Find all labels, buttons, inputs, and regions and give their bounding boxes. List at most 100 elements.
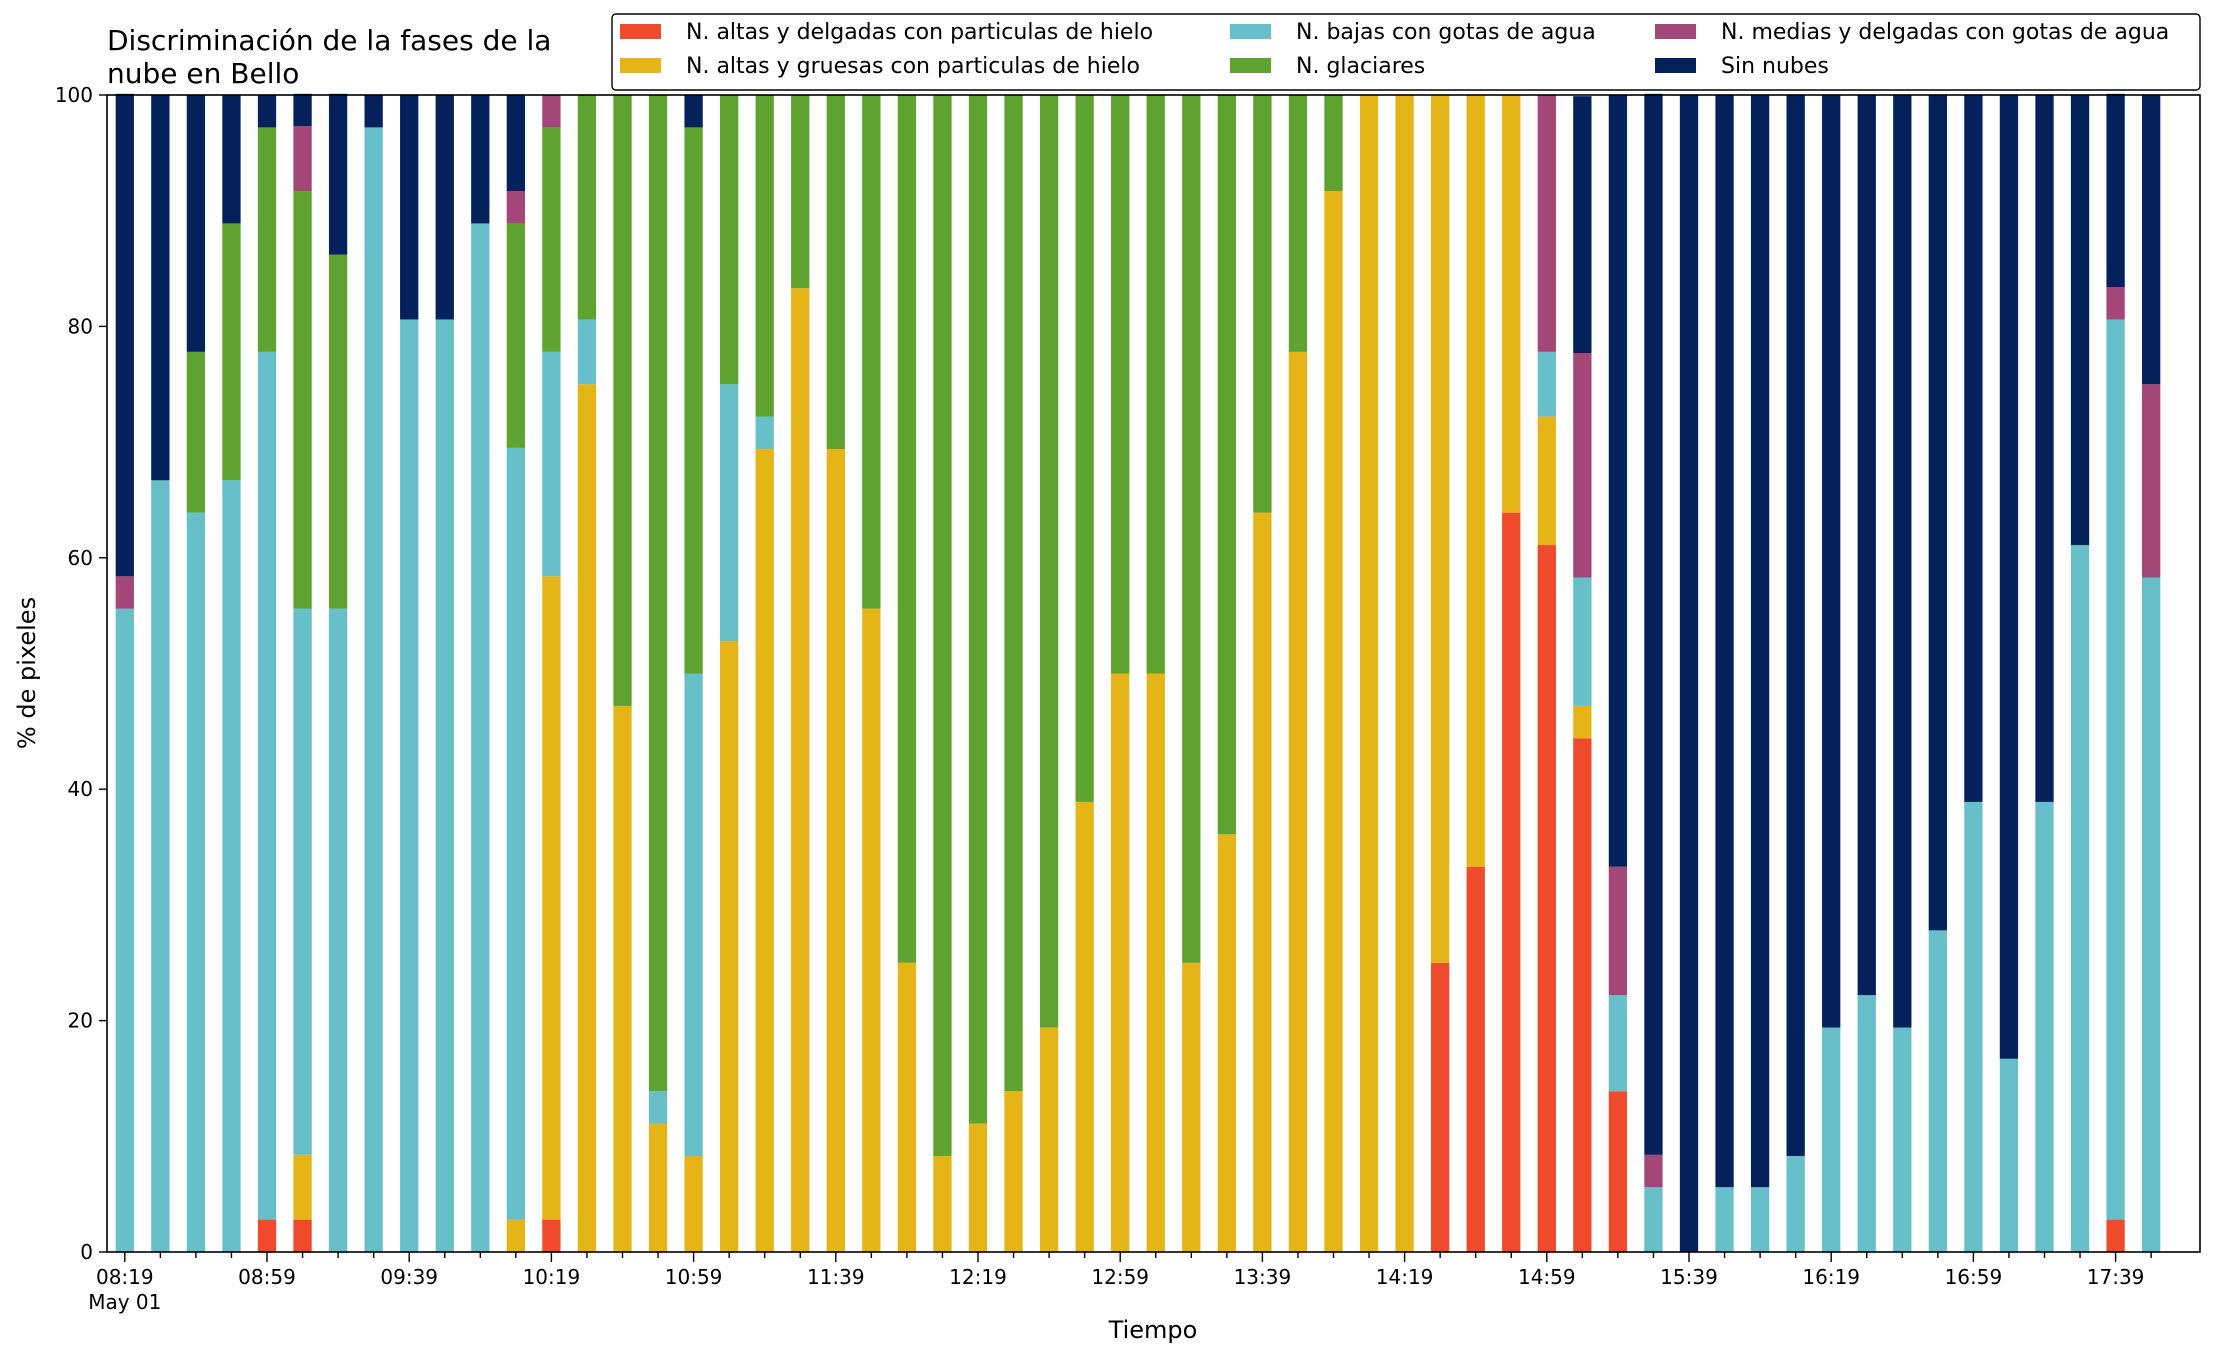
- bar-segment-1109-s3: [720, 95, 739, 385]
- bar-segment-1009-s3: [506, 223, 525, 448]
- bar-segment-1029-s1: [577, 384, 597, 1252]
- x-tick-label: 12:19: [949, 1265, 1007, 1289]
- bar-segment-0919-s2: [328, 608, 348, 1252]
- bar-segment-1409-s1: [1359, 95, 1379, 1252]
- bar-segment-1059-s3: [684, 127, 703, 674]
- bar-segment-1009-s4: [506, 191, 525, 224]
- legend-swatch: [620, 24, 661, 39]
- bar-segment-1709-s5: [1999, 95, 2019, 1059]
- bar-segment-1629-s5: [1857, 95, 1876, 996]
- bar-segment-1319-s3: [1182, 95, 1201, 963]
- bar-segment-1649-s5: [1928, 95, 1947, 931]
- bar-segment-1509-s1: [1573, 705, 1592, 739]
- bar-segment-1129-s1: [791, 288, 810, 1253]
- bar-segment-1019-s3: [542, 127, 561, 352]
- bar-segment-1059-s1: [684, 1155, 703, 1252]
- y-tick-label: 80: [68, 314, 93, 338]
- bar-segment-1529-s2: [1644, 1187, 1663, 1252]
- y-axis-label: % de pixeles: [13, 597, 41, 749]
- y-tick-label: 20: [68, 1009, 93, 1033]
- y-tick-label: 0: [80, 1240, 93, 1264]
- legend-label: N. medias y delgadas con gotas de agua: [1721, 20, 2169, 45]
- bar-segment-1249-s3: [1075, 95, 1094, 802]
- bar-segment-0909-s5: [293, 93, 312, 127]
- bar-segment-1119-s2: [755, 416, 774, 450]
- bars-layer: [115, 93, 2161, 1253]
- bar-segment-0819-s4: [115, 576, 134, 609]
- bar-segment-1129-s3: [791, 95, 810, 289]
- legend-label: Sin nubes: [1721, 54, 1829, 79]
- y-tick-label: 60: [68, 546, 93, 570]
- bar-segment-1459-s1: [1537, 416, 1556, 546]
- bar-segment-1019-s4: [542, 95, 561, 128]
- bar-segment-1519-s4: [1608, 866, 1628, 996]
- legend-swatch: [1230, 58, 1271, 73]
- bar-segment-1429-s0: [1431, 962, 1450, 1252]
- bar-segment-1729-s2: [2070, 545, 2090, 1252]
- bar-segment-1709-s2: [1999, 1058, 2019, 1252]
- bar-segment-1209-s1: [933, 1155, 952, 1252]
- y-tick-label: 100: [55, 83, 93, 107]
- bar-segment-1639-s2: [1893, 1027, 1912, 1252]
- bar-segment-1019-s1: [542, 576, 561, 1220]
- bar-segment-1329-s1: [1217, 834, 1236, 1252]
- x-tick-label: 17:39: [2087, 1265, 2145, 1289]
- bar-segment-1459-s0: [1537, 545, 1556, 1252]
- bar-segment-1019-s0: [542, 1219, 561, 1252]
- bar-segment-1009-s2: [506, 447, 525, 1220]
- bar-segment-1609-s2: [1786, 1155, 1805, 1252]
- bar-segment-1039-s1: [613, 705, 632, 1252]
- bar-segment-1529-s5: [1644, 93, 1663, 1155]
- bar-segment-1049-s1: [648, 1123, 668, 1252]
- bar-segment-1149-s3: [862, 95, 881, 609]
- legend-swatch: [620, 58, 661, 73]
- bar-segment-0829-s2: [151, 480, 170, 1252]
- bar-segment-1359-s1: [1324, 191, 1343, 1252]
- bar-segment-1729-s5: [2070, 95, 2090, 546]
- bar-segment-1509-s4: [1573, 353, 1592, 578]
- legend-label: N. bajas con gotas de agua: [1296, 20, 1596, 45]
- x-tick-label: 16:59: [1945, 1265, 2003, 1289]
- bar-segment-1029-s3: [577, 95, 597, 320]
- bar-segment-0949-s2: [435, 319, 454, 1253]
- x-tick-label: 14:59: [1518, 1265, 1576, 1289]
- bar-segment-1519-s2: [1608, 995, 1628, 1092]
- legend-swatch: [1655, 58, 1696, 73]
- bar-segment-1749-s4: [2142, 384, 2161, 578]
- bar-segment-0849-s2: [222, 480, 241, 1252]
- bar-segment-1209-s3: [933, 95, 952, 1156]
- bar-segment-1439-s1: [1466, 95, 1485, 867]
- bar-segment-1519-s0: [1608, 1091, 1628, 1252]
- bar-segment-1509-s5: [1573, 96, 1592, 354]
- bar-segment-1339-s1: [1253, 512, 1272, 1252]
- bar-segment-1559-s2: [1750, 1187, 1770, 1252]
- legend-swatch: [1655, 24, 1696, 39]
- bar-segment-0929-s2: [364, 127, 383, 1252]
- bar-segment-1629-s2: [1857, 995, 1876, 1252]
- bar-segment-1329-s3: [1217, 95, 1236, 835]
- bar-segment-1449-s0: [1502, 512, 1521, 1252]
- x-tick-label: 11:39: [807, 1265, 865, 1289]
- bar-segment-1049-s3: [648, 95, 668, 1092]
- bar-segment-1429-s1: [1431, 95, 1450, 963]
- bar-segment-0859-s2: [257, 351, 277, 1220]
- bar-segment-1309-s1: [1146, 673, 1165, 1252]
- bar-segment-1319-s1: [1182, 962, 1201, 1252]
- bar-segment-1259-s1: [1111, 673, 1130, 1252]
- bar-segment-0909-s3: [293, 191, 312, 609]
- bar-segment-0859-s3: [257, 127, 277, 352]
- bar-segment-1549-s5: [1715, 95, 1734, 1188]
- legend-label: N. altas y gruesas con particulas de hie…: [686, 54, 1140, 79]
- bar-segment-1359-s3: [1324, 95, 1343, 192]
- bar-segment-1749-s5: [2142, 95, 2161, 385]
- x-tick-label: 12:59: [1091, 1265, 1149, 1289]
- legend-label: N. glaciares: [1296, 54, 1425, 79]
- legend-label: N. altas y delgadas con particulas de hi…: [686, 20, 1153, 45]
- bar-segment-0849-s5: [222, 95, 241, 224]
- bar-segment-1119-s3: [755, 95, 774, 417]
- bar-segment-0859-s5: [257, 95, 277, 128]
- bar-segment-1639-s5: [1893, 95, 1912, 1028]
- bar-segment-1739-s2: [2106, 319, 2125, 1220]
- bar-segment-1619-s2: [1822, 1027, 1841, 1252]
